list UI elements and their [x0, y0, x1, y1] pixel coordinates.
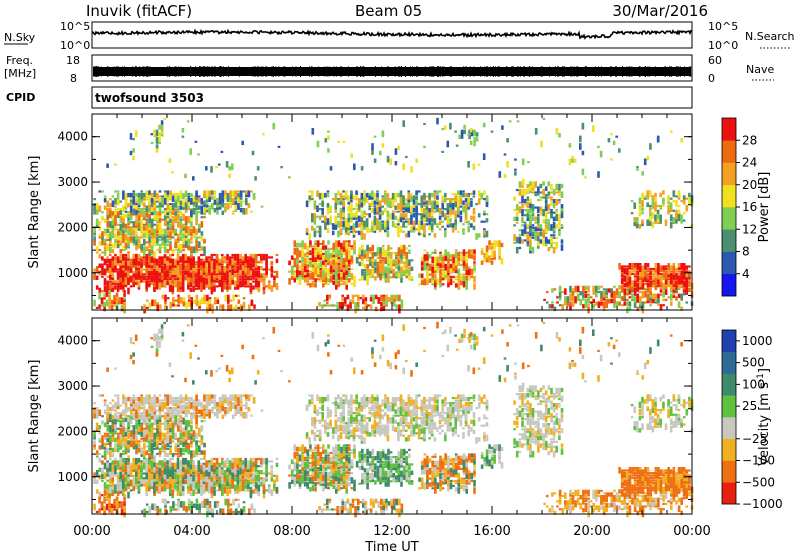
vel-colorbar-tick-1: 500 [742, 356, 765, 370]
vel-colorbar-frame [721, 329, 737, 505]
power-colorbar-tick-6: 28 [742, 133, 757, 147]
time-tick-label-6: 00:00 [673, 524, 710, 539]
freq-band [93, 67, 691, 76]
power-colorbar-segment-1 [722, 251, 736, 275]
vel-ytick-label-0: 1000 [57, 470, 88, 484]
power-colorbar-segment-5 [722, 162, 736, 186]
power-colorbar-label: Power [dB] [757, 172, 772, 243]
freq-label-top: Freq. [6, 54, 33, 67]
vel-colorbar-tick-7: −1000 [742, 497, 783, 511]
vel-ylabel: Slant Range [km] [27, 360, 42, 473]
cpid-panel-layer: CPID twofsound 3503 [6, 86, 693, 109]
noise-left-label: N.Sky [4, 31, 36, 44]
beam-title: Beam 05 [355, 2, 423, 20]
vel-colorbar-tick-4: −25 [742, 432, 767, 446]
noise-right-tick-bottom: 10^0 [708, 39, 738, 52]
time-tick-label-3: 12:00 [373, 524, 410, 539]
power-ytick-label-1: 2000 [57, 220, 88, 234]
noise-left-tick-top: 10^5 [60, 20, 90, 33]
date-title: 30/Mar/2016 [612, 2, 708, 20]
power-ylabel: Slant Range [km] [27, 156, 42, 269]
freq-tick-bottom: 8 [70, 72, 77, 85]
power-colorbar-tick-0: 4 [742, 267, 750, 281]
freq-label-unit: [MHz] [4, 67, 36, 80]
cpid-label: CPID [6, 91, 35, 104]
noise-left-tick-bottom: 10^0 [60, 39, 90, 52]
power-colorbar-segment-3 [722, 207, 736, 230]
time-axis-layer: 00:00 04:00 08:00 12:00 16:00 20:00 00:00 Time … [73, 524, 710, 554]
vel-colorbar-tick-0: 1000 [742, 334, 773, 348]
power-colorbar-segment-7 [722, 118, 736, 141]
vel-colorbar-segment-6 [722, 351, 736, 374]
noise-frame [91, 21, 693, 49]
vel-ytick-label-1: 2000 [57, 424, 88, 438]
vel-colorbar-tick-2: 100 [742, 377, 765, 391]
power-colorbar-tick-4: 20 [742, 178, 757, 192]
vel-colorbar-segment-5 [722, 373, 736, 396]
vel-colorbar-segment-2 [722, 438, 736, 461]
power-colorbar-segment-2 [722, 229, 736, 252]
vel-ytick-label-3: 4000 [57, 334, 88, 348]
noise-panel-layer: N.Sky 10^5 10^0 10^5 10^0 N.Search [4, 20, 795, 52]
power-colorbar-segment-6 [722, 140, 736, 163]
time-tick-label-2: 08:00 [273, 524, 310, 539]
power-ytick-label-3: 4000 [57, 130, 88, 144]
nave-tick-bottom: 0 [708, 72, 715, 85]
vel-colorbar-tick-5: −100 [742, 454, 775, 468]
power-colorbar-segment-0 [722, 273, 736, 297]
noise-right-tick-top: 10^5 [708, 20, 738, 33]
time-tick-label-1: 04:00 [173, 524, 210, 539]
power-ytick-label-0: 1000 [57, 266, 88, 280]
cpid-program: twofsound 3503 [95, 91, 204, 105]
time-axis-label: Time UT [364, 540, 418, 554]
station-title: Inuvik (fitACF) [86, 2, 193, 20]
vel-colorbar-segment-3 [722, 417, 736, 440]
noise-series [91, 28, 693, 40]
noise-right-label: N.Search [745, 30, 795, 43]
vel-colorbar-segment-4 [722, 395, 736, 418]
vel-colorbar-tick-3: 25 [742, 399, 757, 413]
vel-ytick-label-2: 3000 [57, 379, 88, 393]
power-scatter-cells [93, 117, 694, 314]
vel-colorbar-label: Velocity [m s-1] [756, 368, 772, 466]
frequency-panel-layer: Freq.[MHz] 18 8 60 0 Nave [4, 54, 774, 85]
nave-label: Nave [746, 63, 774, 76]
power-ytick-label-2: 3000 [57, 175, 88, 189]
nave-tick-top: 60 [708, 54, 722, 67]
cpid-frame [91, 86, 693, 109]
power-colorbar-tick-3: 16 [742, 200, 757, 214]
time-tick-label-4: 16:00 [473, 524, 510, 539]
power-colorbar-segment-4 [722, 184, 736, 208]
freq-frame [91, 54, 693, 82]
vel-colorbar-segment-1 [722, 460, 736, 483]
power-panel-layer: 1000 2000 3000 4000 Slant Range [km] 4 8 12 16 20… [27, 113, 772, 314]
vel-scatter-cells [93, 321, 694, 518]
freq-tick-top: 18 [66, 54, 80, 67]
power-colorbar-tick-5: 24 [742, 156, 757, 170]
time-tick-label-5: 20:00 [573, 524, 610, 539]
vel-colorbar-segment-0 [722, 482, 736, 505]
vel-colorbar-segment-7 [722, 330, 736, 353]
vel-colorbar-tick-6: −500 [742, 475, 775, 489]
time-tick-label-0: 00:00 [73, 524, 110, 539]
velocity-panel-layer: 1000 2000 3000 4000 Slant Range [km] 1000 500 1… [27, 317, 783, 518]
power-colorbar-tick-2: 12 [742, 222, 757, 236]
power-colorbar-tick-1: 8 [742, 245, 750, 259]
